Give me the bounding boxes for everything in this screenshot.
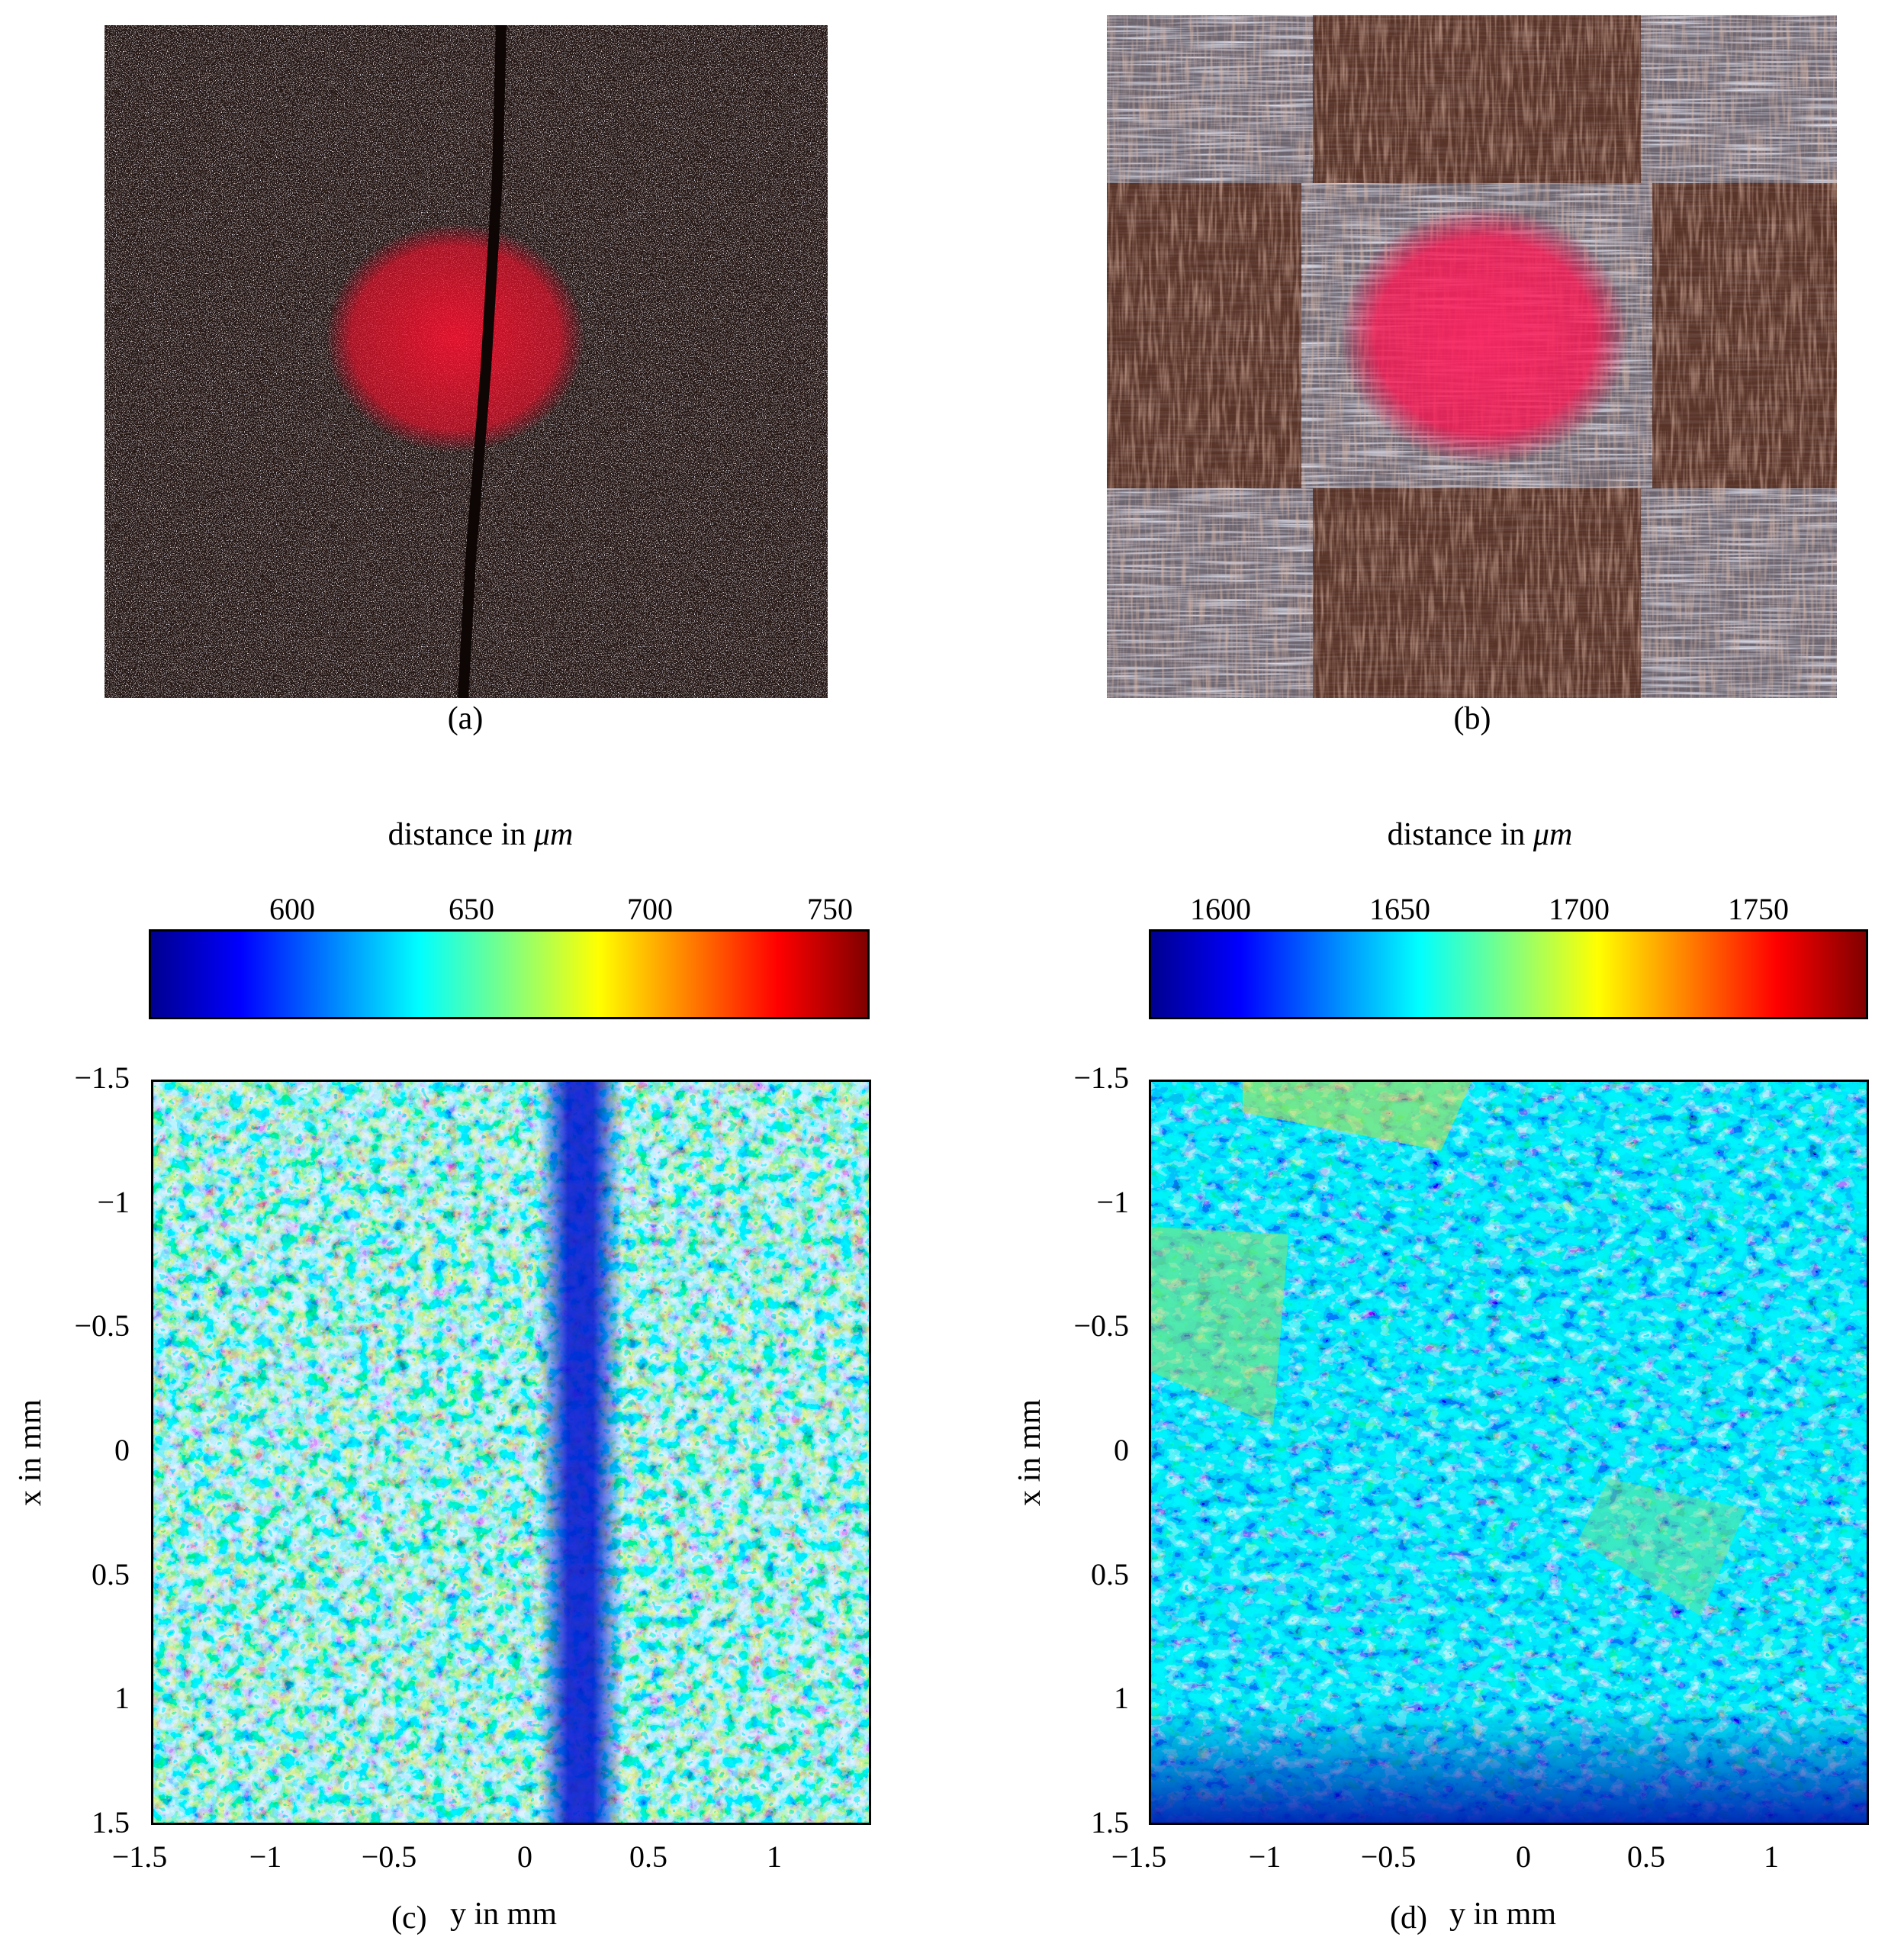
caption-c: (c) bbox=[391, 1900, 427, 1936]
xtick-d-5: 1 bbox=[1764, 1839, 1779, 1874]
photo-b-image bbox=[1107, 15, 1837, 698]
ytick-c-1: −1 bbox=[97, 1185, 130, 1219]
ytick-c-5: 1 bbox=[114, 1681, 130, 1715]
xtick-c-5: 1 bbox=[767, 1839, 782, 1874]
colorbar-tick-c-2: 700 bbox=[627, 892, 673, 926]
ytick-d-0: −1.5 bbox=[1073, 1060, 1129, 1095]
colorbar-title-text-d: distance in bbox=[1387, 817, 1533, 852]
colorbar-c bbox=[149, 929, 870, 1019]
ytick-d-6: 1.5 bbox=[1091, 1805, 1129, 1839]
ylabel-c: x in mm bbox=[13, 1399, 48, 1507]
xlabel-d: y in mm bbox=[1449, 1897, 1557, 1932]
photo-a-image bbox=[105, 25, 828, 698]
colorbar-d bbox=[1149, 929, 1868, 1019]
colorbar-title-d: distance in μm bbox=[1327, 816, 1632, 853]
heatmap-d-image bbox=[1151, 1082, 1867, 1823]
ytick-d-3: 0 bbox=[1114, 1433, 1129, 1467]
photo-b bbox=[1107, 15, 1837, 698]
xtick-d-3: 0 bbox=[1516, 1839, 1531, 1874]
heatmap-d bbox=[1149, 1080, 1869, 1825]
ytick-c-4: 0.5 bbox=[92, 1557, 130, 1591]
caption-a: (a) bbox=[447, 701, 484, 736]
colorbar-tick-d-1: 1650 bbox=[1369, 892, 1430, 926]
heatmap-c bbox=[151, 1080, 871, 1825]
heatmap-c-image bbox=[153, 1082, 869, 1823]
ylabel-d: x in mm bbox=[1012, 1399, 1047, 1507]
ytick-d-1: −1 bbox=[1096, 1185, 1129, 1219]
ytick-c-2: −0.5 bbox=[74, 1308, 130, 1343]
colorbar-unit-c: μm bbox=[533, 817, 574, 852]
caption-d: (d) bbox=[1390, 1900, 1427, 1936]
photo-a bbox=[105, 25, 828, 698]
ytick-c-6: 1.5 bbox=[92, 1805, 130, 1839]
colorbar-unit-d: μm bbox=[1533, 817, 1573, 852]
xtick-c-1: −1 bbox=[249, 1839, 282, 1874]
xtick-c-2: −0.5 bbox=[361, 1839, 417, 1874]
colorbar-tick-d-2: 1700 bbox=[1549, 892, 1610, 926]
ytick-c-0: −1.5 bbox=[74, 1060, 130, 1095]
xtick-d-4: 0.5 bbox=[1627, 1839, 1665, 1874]
ytick-d-4: 0.5 bbox=[1091, 1557, 1129, 1591]
colorbar-tick-d-3: 1750 bbox=[1728, 892, 1789, 926]
xtick-c-0: −1.5 bbox=[111, 1839, 168, 1874]
colorbar-tick-c-0: 600 bbox=[269, 892, 315, 926]
colorbar-tick-c-1: 650 bbox=[449, 892, 494, 926]
colorbar-title-text-c: distance in bbox=[388, 817, 534, 852]
xtick-c-4: 0.5 bbox=[629, 1839, 667, 1874]
ytick-d-5: 1 bbox=[1114, 1681, 1129, 1715]
xtick-d-0: −1.5 bbox=[1111, 1839, 1167, 1874]
caption-b: (b) bbox=[1453, 701, 1491, 736]
colorbar-tick-d-0: 1600 bbox=[1190, 892, 1251, 926]
xtick-d-2: −0.5 bbox=[1360, 1839, 1417, 1874]
xtick-c-3: 0 bbox=[517, 1839, 532, 1874]
colorbar-tick-c-3: 750 bbox=[807, 892, 853, 926]
xlabel-c: y in mm bbox=[450, 1897, 558, 1932]
ytick-c-3: 0 bbox=[114, 1433, 130, 1467]
ytick-d-2: −0.5 bbox=[1073, 1308, 1129, 1343]
colorbar-title-c: distance in μm bbox=[328, 816, 633, 853]
xtick-d-1: −1 bbox=[1248, 1839, 1282, 1874]
